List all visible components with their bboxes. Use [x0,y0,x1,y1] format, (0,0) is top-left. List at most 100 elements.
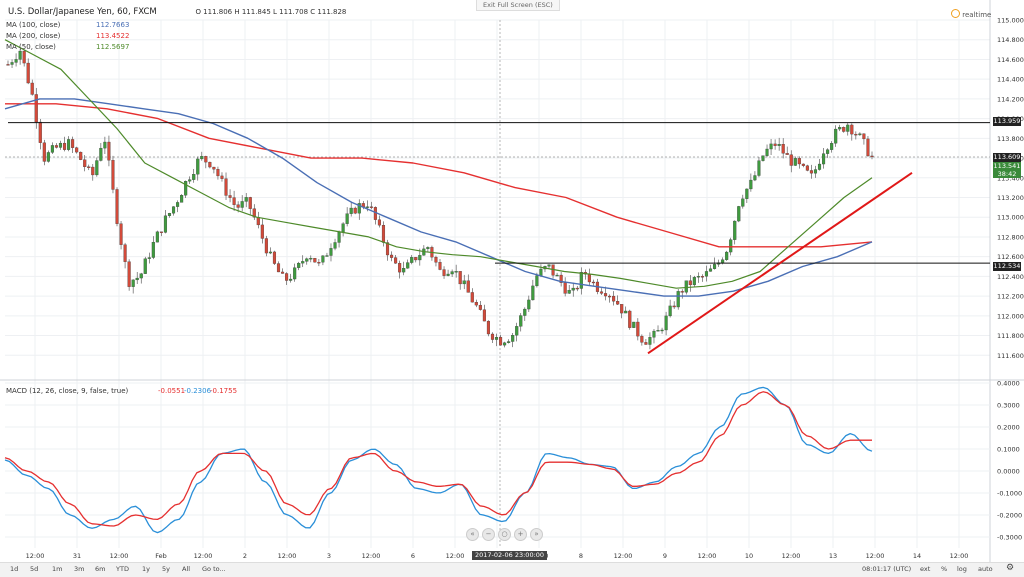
candle-body [236,204,240,208]
candle-body [515,326,519,336]
macd-tick-label: 0.4000 [997,380,1020,388]
candle-body [805,165,809,171]
clock-time: 08:01:17 (UTC) [862,565,912,573]
candle-body [692,277,696,286]
candle-body [769,143,773,150]
candle-body [499,337,503,346]
range-6m[interactable]: 6m [95,565,106,573]
candle-body [757,160,761,176]
candle-body [793,158,797,166]
candle-body [539,268,543,276]
auto-button[interactable]: auto [978,565,993,573]
time-tick-label: 13 [829,552,837,560]
candle-body [83,159,87,167]
candle-body [708,268,713,272]
price-candles [6,49,874,350]
price-axis: 115.000114.800114.600114.400114.200114.0… [26,17,1024,561]
candle-body [301,261,305,264]
legend-ma100-value: 112.7663 [96,21,130,29]
candle-body [478,304,482,310]
ext-button[interactable]: ext [920,565,931,573]
macd-line [4,386,873,534]
candle-body [660,329,664,332]
candle-body [628,310,632,328]
candle-body [272,251,277,264]
zoom-out-icon[interactable]: − [482,528,495,541]
candle-body [143,258,147,274]
price-tick-label: 114.600 [997,56,1024,64]
candle-body [398,263,402,273]
candle-body [442,269,446,276]
candle-body [486,320,490,335]
candle-body [176,202,180,207]
range-3m[interactable]: 3m [74,565,85,573]
candle-body [745,188,749,199]
candle-body [369,206,373,208]
candle-body [200,156,204,160]
candle-body [725,251,729,260]
candle-body [410,257,414,263]
candle-body [394,257,398,264]
time-tick-label: 12:00 [782,552,801,560]
support-price-label: 112.534 [993,262,1021,271]
candle-body [761,155,765,161]
legend-ma50-label: MA (50, close) [6,43,56,51]
candle-body [575,287,579,290]
candle-body [688,280,692,286]
candle-body [668,305,672,317]
scroll-left-icon[interactable]: « [466,528,479,541]
time-tick-label: 12:00 [614,552,633,560]
candle-body [228,195,232,198]
range-1y[interactable]: 1y [142,565,150,573]
candle-body [260,224,264,239]
legend-ma50: MA (50, close) 112.5697 [6,43,129,54]
range-all[interactable]: All [182,565,191,573]
macd-tick-label: -0.1000 [997,490,1022,498]
percent-button[interactable]: % [941,565,948,573]
range-5d[interactable]: 5d [30,565,39,573]
candle-body [333,242,337,249]
candle-body [414,257,418,261]
macd-legend: MACD (12, 26, close, 9, false, true) -0.… [6,387,237,395]
candle-body [79,151,83,160]
candle-body [293,267,297,280]
range-1d[interactable]: 1d [10,565,19,573]
candle-body [240,201,244,208]
candle-body [547,264,551,267]
range-ytd[interactable]: YTD [116,565,129,573]
exit-fullscreen-button[interactable]: Exit Full Screen (ESC) [476,0,560,11]
trendline [647,172,913,355]
range-1m[interactable]: 1m [52,565,63,573]
macd-tick-label: -0.2000 [997,512,1022,520]
price-tick-label: 113.000 [997,214,1024,222]
candle-body [381,225,386,243]
candle-body [535,275,539,287]
candle-body [664,315,668,331]
goto-button[interactable]: Go to... [202,565,226,573]
candle-body [159,231,163,233]
legend-ma200-value: 113.4522 [96,32,130,40]
price-tick-label: 111.800 [997,332,1024,340]
candle-body [733,220,737,240]
candle-body [640,335,644,343]
candle-body [672,305,676,308]
scroll-right-icon[interactable]: » [530,528,543,541]
log-button[interactable]: log [957,565,967,573]
candle-body [135,277,139,281]
settings-gear-icon[interactable]: ⚙ [1006,563,1015,573]
candle-body [729,239,733,253]
candle-body [862,133,866,140]
footer-bar: 1d 5d 1m 3m 6m YTD 1y 5y All Go to... 08… [0,562,1024,577]
zoom-in-icon[interactable]: + [514,528,527,541]
candle-body [511,335,515,342]
range-5y[interactable]: 5y [162,565,170,573]
time-tick-label: 12:00 [698,552,717,560]
reset-icon[interactable]: ○ [498,528,511,541]
candle-body [131,279,135,287]
candle-body [99,147,103,161]
candle-body [42,142,46,162]
macd-tick-label: 0.1000 [997,446,1020,454]
candle-body [781,144,785,154]
candle-body [268,251,272,254]
